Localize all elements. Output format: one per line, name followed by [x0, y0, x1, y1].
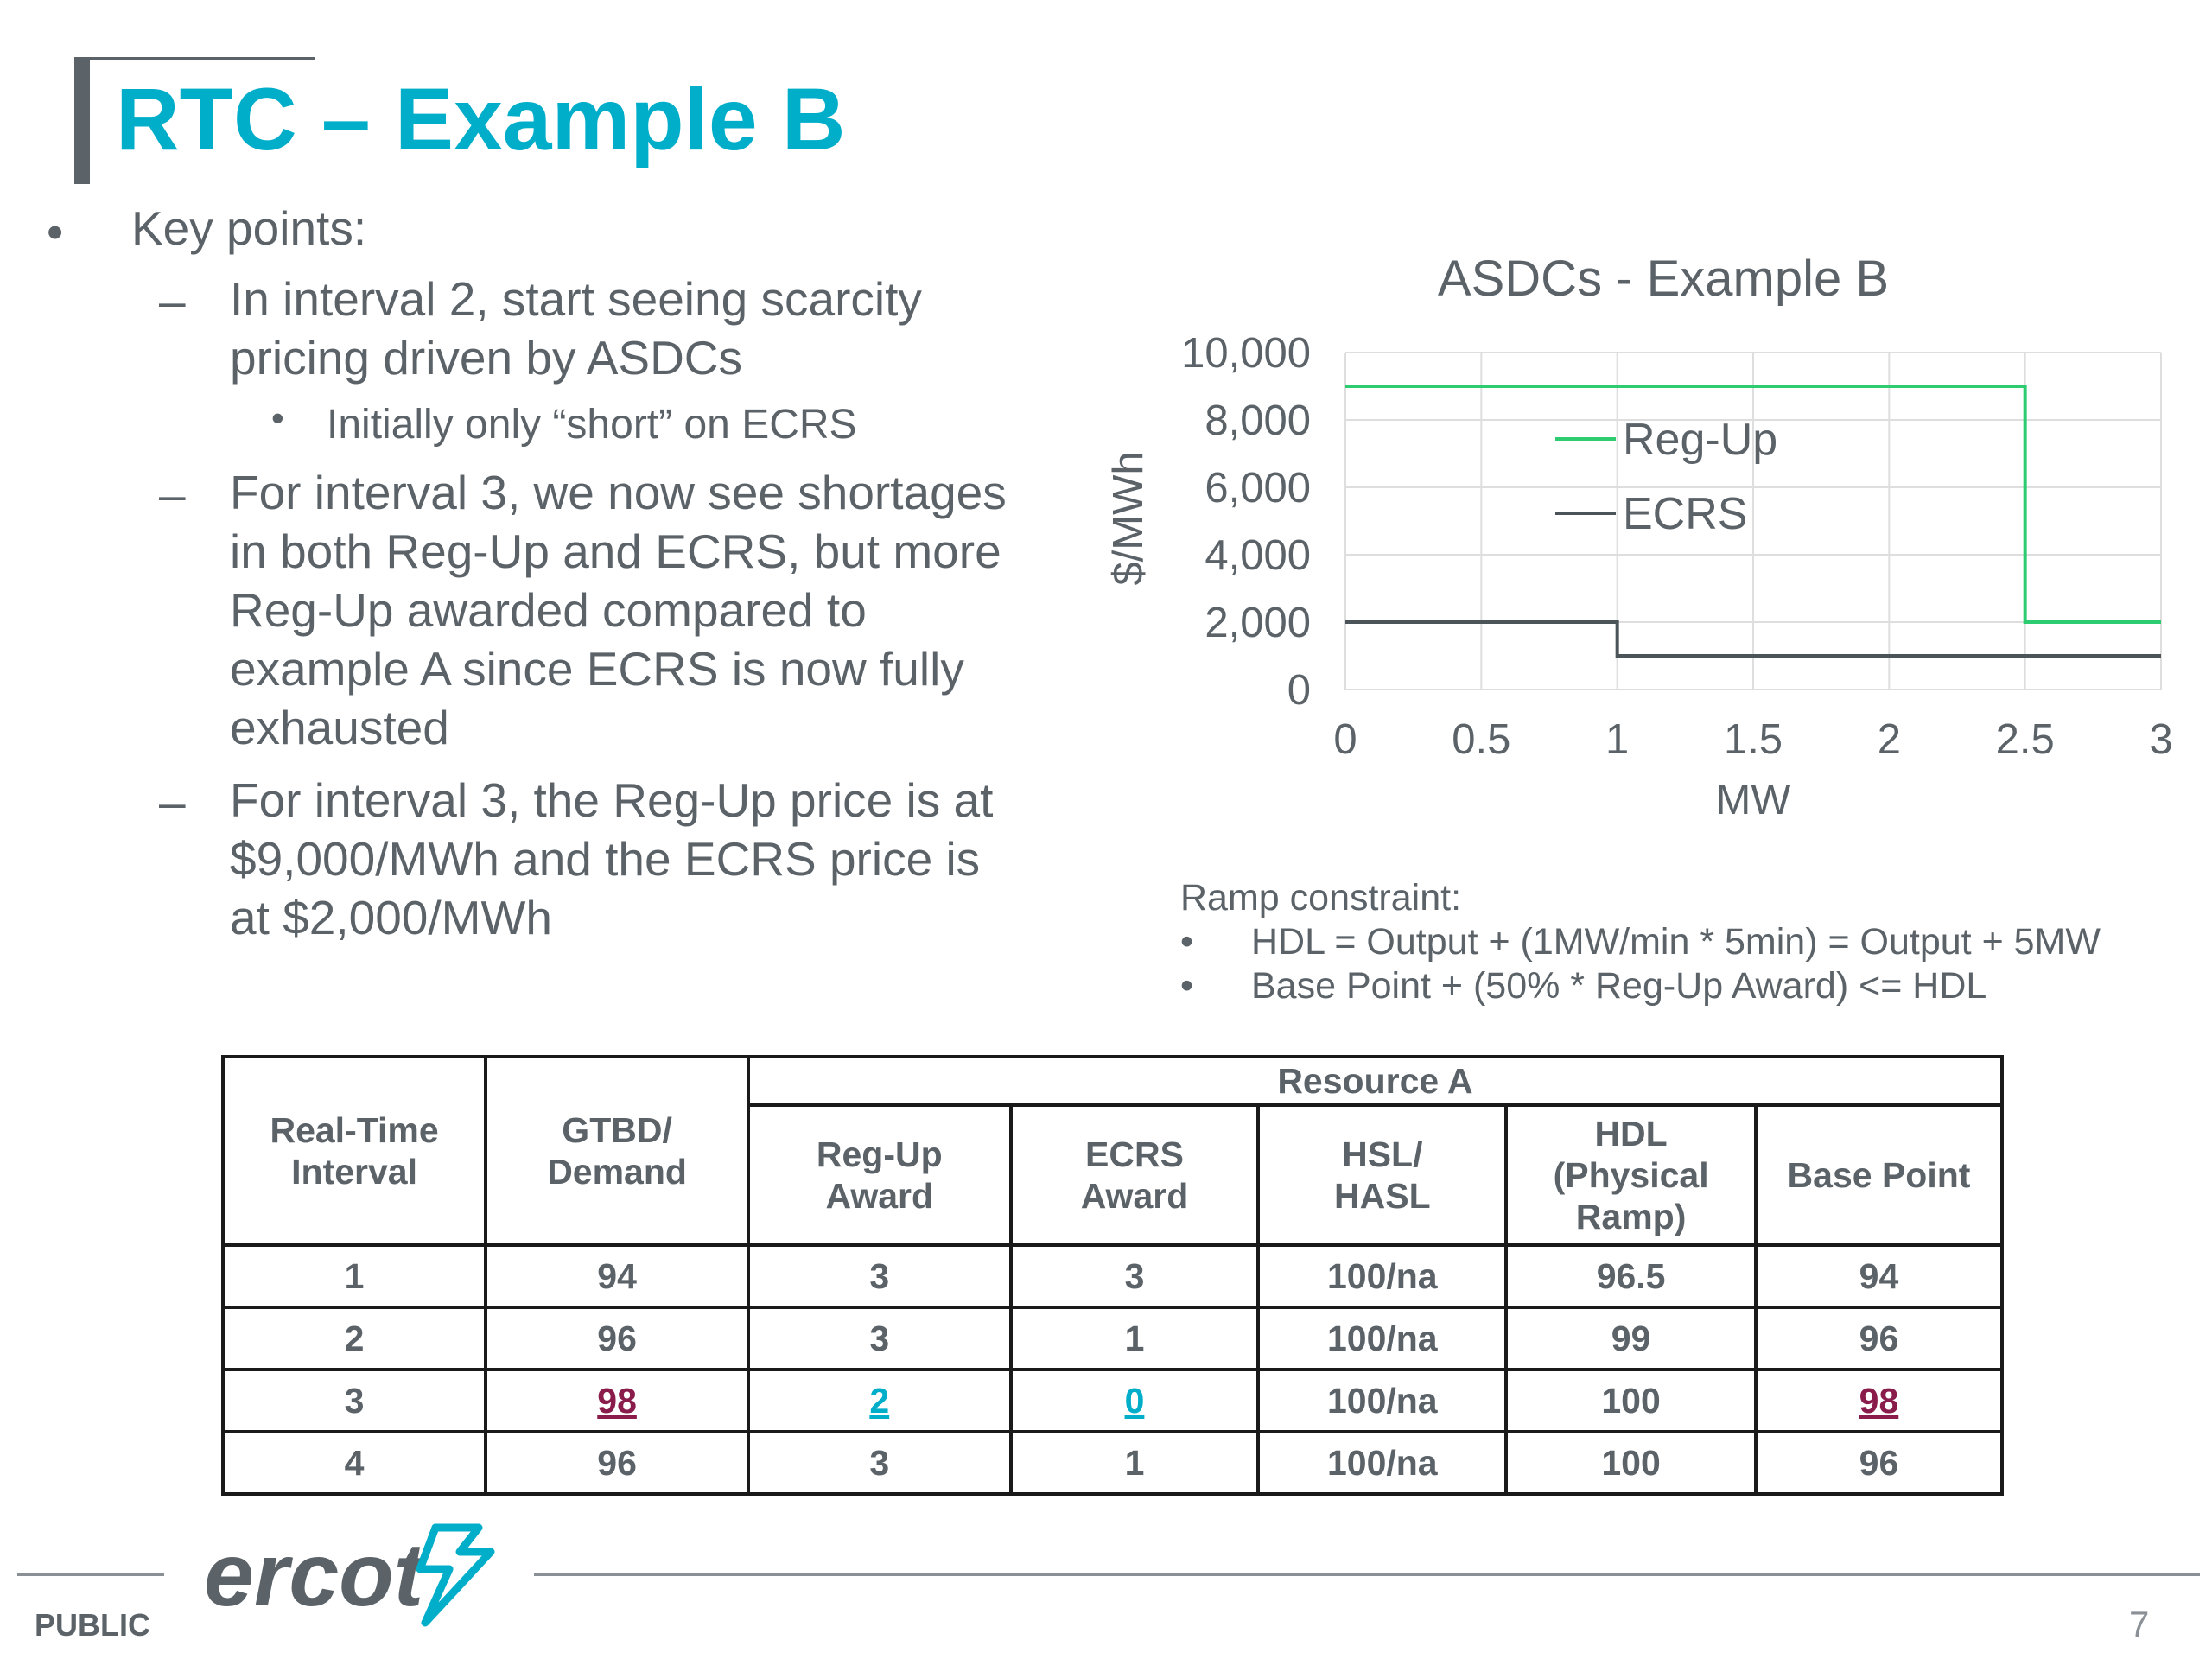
- cell-base-point: 94: [1753, 1243, 2005, 1309]
- series-line-ecrs: [1345, 620, 2161, 658]
- bullet-sub2-line1: For interval 3, we now see shortages: [230, 466, 1007, 519]
- ramp-heading: Ramp constraint:: [1180, 877, 1462, 918]
- bullet-sub1-line1: In interval 2, start seeing scarcity: [230, 272, 922, 326]
- dash-marker: –: [159, 775, 186, 829]
- bullet-marker: •: [47, 205, 64, 258]
- ramp-bullet-marker: •: [1180, 921, 1194, 963]
- table-row: 1 94 3 3 100/na 96.5 94: [220, 1243, 2005, 1309]
- header-ecrs: ECRS Award: [1008, 1103, 1261, 1247]
- logo-wordmark: ercot: [204, 1525, 428, 1625]
- bullet-sub2-line5: exhausted: [230, 701, 449, 754]
- cell-ecrs: 3: [1008, 1243, 1261, 1309]
- bullet-sub1-line2: pricing driven by ASDCs: [230, 331, 743, 385]
- cell-interval: 4: [220, 1430, 488, 1496]
- header-base-point: Base Point: [1753, 1103, 2005, 1247]
- legend-label: Reg-Up: [1623, 415, 1777, 465]
- cell-hdl: 96.5: [1504, 1243, 1758, 1309]
- cell-gtbd: 98: [484, 1368, 750, 1433]
- footer-rule-right: [534, 1573, 2200, 1576]
- cell-base-point: 96: [1753, 1430, 2005, 1496]
- cell-hsl: 100/na: [1256, 1306, 1509, 1371]
- x-tick-label: 0.5: [1452, 716, 1510, 763]
- cell-ecrs: 1: [1008, 1306, 1261, 1371]
- header-hdl: HDL (Physical Ramp): [1504, 1103, 1758, 1247]
- dash-marker: –: [159, 274, 186, 327]
- y-tick-label: 4,000: [1205, 532, 1311, 579]
- cell-hdl: 100: [1504, 1430, 1758, 1496]
- cell-gtbd: 94: [484, 1243, 750, 1309]
- ramp-bullet-marker: •: [1180, 965, 1194, 1007]
- bullet-sub2-line3: Reg-Up awarded compared to: [230, 583, 867, 637]
- bullet-sub2-line4: example A since ECRS is now fully: [230, 642, 964, 696]
- header-hsl: HSL/ HASL: [1256, 1103, 1509, 1247]
- cell-hsl: 100/na: [1256, 1243, 1509, 1309]
- chart-series: [1345, 385, 2161, 658]
- y-tick-label: 8,000: [1205, 397, 1311, 444]
- header-gtbd: GTBD/ Demand: [484, 1055, 750, 1247]
- ramp-line1: HDL = Output + (1MW/min * 5min) = Output…: [1251, 921, 2101, 963]
- title-accent-bar: [74, 57, 90, 184]
- header-resource-a: Resource A: [746, 1055, 2005, 1107]
- page-number: 7: [2129, 1604, 2150, 1644]
- x-axis-ticks: 0 0.5 1 1.5 2 2.5 3: [1333, 716, 2172, 763]
- resource-table: Real-Time Interval GTBD/ Demand Resource…: [220, 1055, 2005, 1496]
- cell-interval: 2: [220, 1306, 488, 1371]
- title-rule: [74, 57, 315, 60]
- y-tick-label: 2,000: [1205, 600, 1311, 646]
- cell-regup: 3: [746, 1430, 1013, 1496]
- x-tick-label: 0: [1333, 716, 1357, 763]
- series-line-reg-up: [1345, 385, 2161, 624]
- cell-base-point: 98: [1753, 1368, 2005, 1433]
- table-row: 3 98 2 0 100/na 100 98: [220, 1368, 2005, 1433]
- y-tick-label: 0: [1287, 667, 1311, 714]
- y-tick-label: 6,000: [1205, 465, 1311, 512]
- cell-regup: 2: [746, 1368, 1013, 1433]
- x-tick-label: 2: [1878, 716, 1901, 763]
- cell-base-point: 96: [1753, 1306, 2005, 1371]
- dash-marker: –: [159, 467, 186, 521]
- x-tick-label: 3: [2149, 716, 2172, 763]
- cell-hdl: 99: [1504, 1306, 1758, 1371]
- x-axis-label: MW: [1715, 777, 1791, 823]
- cell-hdl: 100: [1504, 1368, 1758, 1433]
- table-row: 4 96 3 1 100/na 100 96: [220, 1430, 2005, 1496]
- nested-bullet-marker: •: [271, 397, 284, 438]
- chart-grid: [1344, 352, 2162, 690]
- y-tick-label: 10,000: [1181, 330, 1311, 377]
- bullet-sub1-nested: Initially only “short” on ECRS: [327, 402, 857, 448]
- bullet-main: Key points:: [131, 201, 367, 255]
- classification-label: PUBLIC: [35, 1607, 150, 1643]
- bullet-sub3-line3: at $2,000/MWh: [230, 891, 552, 944]
- x-tick-label: 1.5: [1724, 716, 1783, 763]
- x-tick-label: 1: [1605, 716, 1629, 763]
- asdc-chart: ASDCs - Example B 0 2,000 4,000 6,000 8,000 1…: [1106, 251, 2173, 823]
- bullet-sub3-line1: For interval 3, the Reg-Up price is at: [230, 773, 994, 827]
- bullet-sub2-line2: in both Reg-Up and ECRS, but more: [230, 524, 1001, 578]
- header-regup: Reg-Up Award: [746, 1103, 1013, 1247]
- lightning-icon: [416, 1523, 495, 1627]
- cell-gtbd: 96: [484, 1430, 750, 1496]
- cell-hsl: 100/na: [1256, 1368, 1509, 1433]
- y-axis-ticks: 0 2,000 4,000 6,000 8,000 10,000: [1181, 330, 1311, 714]
- chart-title: ASDCs - Example B: [1438, 251, 1889, 307]
- table-row: 2 96 3 1 100/na 99 96: [220, 1306, 2005, 1371]
- legend-label: ECRS: [1623, 489, 1747, 539]
- cell-interval: 1: [220, 1243, 488, 1309]
- cell-regup: 3: [746, 1243, 1013, 1309]
- ercot-logo: ercot: [204, 1523, 495, 1627]
- cell-interval: 3: [220, 1368, 488, 1433]
- x-tick-label: 2.5: [1996, 716, 2055, 763]
- cell-gtbd: 96: [484, 1306, 750, 1371]
- bullet-sub3-line2: $9,000/MWh and the ECRS price is: [230, 832, 981, 886]
- page-title: RTC – Example B: [116, 70, 846, 168]
- cell-regup: 3: [746, 1306, 1013, 1371]
- header-interval: Real-Time Interval: [220, 1055, 488, 1247]
- y-axis-label: $/MWh: [1106, 451, 1152, 585]
- chart-legend: Reg-Up ECRS: [1555, 415, 1777, 539]
- ramp-line2: Base Point + (50% * Reg-Up Award) <= HDL: [1251, 965, 1987, 1007]
- cell-ecrs: 0: [1008, 1368, 1261, 1433]
- cell-ecrs: 1: [1008, 1430, 1261, 1496]
- cell-hsl: 100/na: [1256, 1430, 1509, 1496]
- footer-rule-left: [17, 1573, 164, 1576]
